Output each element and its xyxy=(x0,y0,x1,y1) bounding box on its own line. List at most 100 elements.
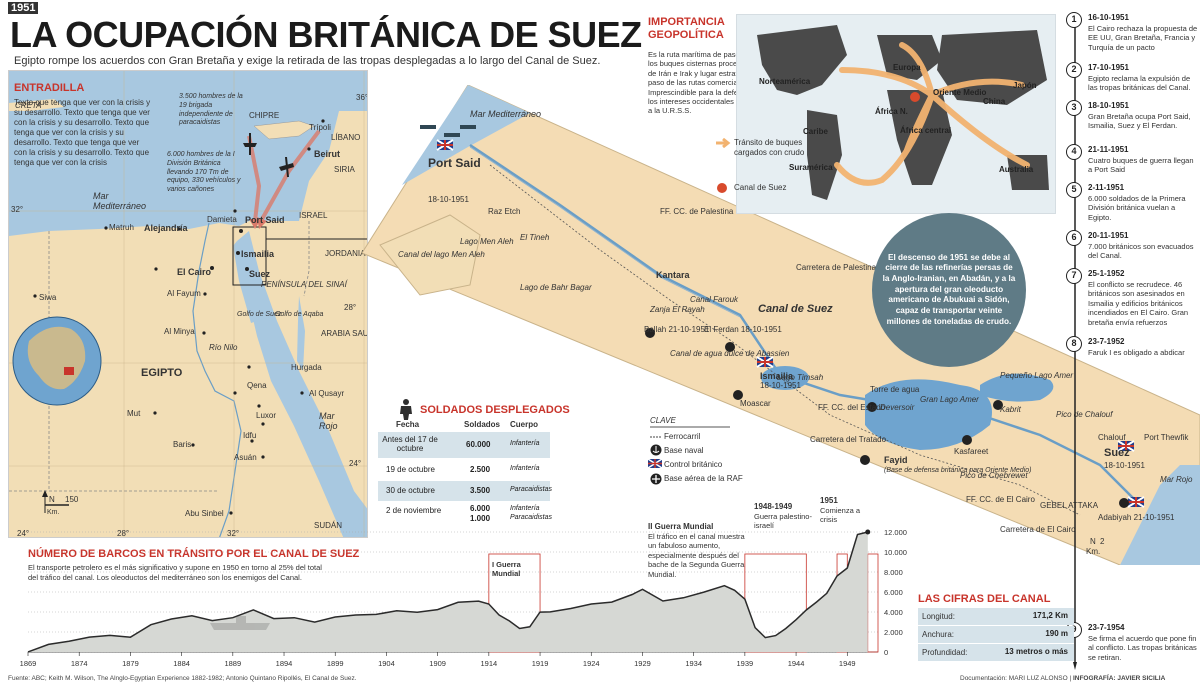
chart-x-tick-label: 1934 xyxy=(685,659,702,668)
page-title: LA OCUPACIÓN BRITÁNICA DE SUEZ xyxy=(10,14,642,55)
canal-label-suez-date: 18-10-1951 xyxy=(1104,461,1145,470)
chart-x-tick-label: 1924 xyxy=(583,659,600,668)
importancia-body: Es la ruta marítima de paso para los buq… xyxy=(648,50,766,116)
label-idfu: Idfu xyxy=(243,431,257,440)
canal-label-kantara: Kantara xyxy=(656,270,690,280)
canal-label-port-thewfik: Port Thewfik xyxy=(1144,433,1189,442)
canal-label-moascar: Moascar xyxy=(740,399,771,408)
clave-heading: CLAVE xyxy=(650,416,676,425)
canal-label-kasfareet: Kasfareet xyxy=(954,447,989,456)
timeline-number: 5 xyxy=(1066,182,1082,198)
annotation-ww2-text: El tráfico en el canal muestra un fabulo… xyxy=(648,532,745,579)
region-europa: Europa xyxy=(893,63,921,72)
soldiers-heading: SOLDADOS DESPLEGADOS xyxy=(420,404,570,416)
egypt-map-graphic xyxy=(9,71,367,537)
label-tripoli: Trípoli xyxy=(309,123,331,132)
credit-infografia: INFOGRAFÍA: JAVIER SICILIA xyxy=(1072,675,1166,682)
entradilla-heading: ENTRADILLA xyxy=(14,82,85,94)
clave-item: Control británico xyxy=(664,460,723,469)
label-abu-sinbel: Abu Sinbel xyxy=(185,509,224,518)
page-subtitle: Egipto rompe los acuerdos con Gran Breta… xyxy=(14,55,601,67)
canal-label-lago-bahr: Lago de Bahr Bagar xyxy=(520,283,592,292)
timeline-number: 8 xyxy=(1066,336,1082,352)
soldiers-th-soldados: Soldados xyxy=(464,420,501,429)
chart-x-tick-label: 1939 xyxy=(737,659,754,668)
chart-description: El transporte petrolero es el más signif… xyxy=(28,563,322,582)
timeline-date: 18-10-1951 xyxy=(1088,101,1129,110)
annotation-1951: 1951 Comienza a crisis xyxy=(820,496,870,525)
label-arabia-saudita: ARABIA SAUDITA xyxy=(321,329,368,338)
clave-item: Base aérea de la RAF xyxy=(664,474,743,483)
canal-scale-value: 2 xyxy=(1100,537,1105,546)
soldier-icon xyxy=(400,399,412,420)
label-lon-32: 32° xyxy=(227,529,240,538)
region-oriente: Oriente Medio xyxy=(933,88,987,97)
timeline-text: 7.000 británicos son evacuados del Canal… xyxy=(1088,242,1194,261)
cifras-row: Longitud: 171,2 Km xyxy=(918,608,1074,625)
timeline-date: 16-10-1951 xyxy=(1088,13,1129,22)
canal-label-fayid-note: (Base de defensa británica para Oriente … xyxy=(884,467,1031,474)
railway-icon xyxy=(650,436,662,438)
timeline-number: 3 xyxy=(1066,100,1082,116)
author-credit: Documentación: MARI LUZ ALONSO | INFOGRA… xyxy=(960,675,1165,682)
label-rio-nilo: Río Nilo xyxy=(209,343,238,352)
soldiers-cuerpo: Infantería Paracaidistas xyxy=(510,505,553,522)
cifras-row: Profundidad: 13 metros o más xyxy=(918,644,1074,661)
timeline: 1 16-10-1951 El Cairo rechaza la propues… xyxy=(1062,0,1200,684)
label-al-fayum: Al Fayum xyxy=(167,289,201,298)
label-hurgada: Hurgada xyxy=(291,363,322,372)
chart-area-fill xyxy=(28,532,868,652)
timeline-date: 20-11-1951 xyxy=(1088,231,1129,240)
label-golfo-suez: Golfo de Suez xyxy=(237,311,282,318)
label-alejandria: Alejandría xyxy=(144,223,188,233)
canal-label-canal-farouk: Canal Farouk xyxy=(690,295,739,304)
chart-x-tick-label: 1889 xyxy=(224,659,241,668)
timeline-text: 6.000 soldados de la Primera División br… xyxy=(1088,194,1186,222)
soldiers-row: Antes del 17 de octubre 60.000 Infanterí… xyxy=(378,432,550,458)
cifras-value: 190 m xyxy=(1045,629,1068,638)
chart-y-tick-label: 10.000 xyxy=(884,548,907,557)
canal-label-gebel: GEBEL ATTAKA xyxy=(1040,501,1099,510)
timeline-date: 17-10-1951 xyxy=(1088,63,1129,72)
chart-x-tick-label: 1884 xyxy=(173,659,190,668)
region-australia: Australia xyxy=(999,165,1034,174)
chart-series-line xyxy=(27,531,868,653)
canal-label-ffcc-cairo: FF. CC. de El Cairo xyxy=(966,495,1035,504)
british-flag-ismailia xyxy=(756,356,774,368)
canal-label-gran-lago: Gran Lago Amer xyxy=(920,395,979,404)
canal-label-chalouf: Chalouf xyxy=(1098,433,1126,442)
chart-x-tick-label: 1949 xyxy=(839,659,856,668)
canal-label-lago-timsah: Lago Timsah xyxy=(777,373,824,382)
canal-label-torre: Torre de agua xyxy=(870,385,920,394)
chart-y-tick-label: 4.000 xyxy=(884,608,903,617)
ships-transit-chart: 1869 1874 1879 1884 1889 1894 1899 1904 1909 1914… xyxy=(20,528,907,668)
label-mar-mediterraneo: Mar Mediterráneo xyxy=(93,191,147,211)
label-lon-28: 28° xyxy=(117,529,130,538)
soldiers-fecha: 2 de noviembre xyxy=(386,506,442,515)
canal-label-canal-agua: Canal de agua dulce de Abassien xyxy=(670,349,789,358)
label-matruh: Matruh xyxy=(109,223,134,232)
canal-label-suez: Suez xyxy=(1104,447,1130,459)
canal-label-deversoir: Deversoir xyxy=(880,403,915,412)
cifras-key: Longitud: xyxy=(922,612,955,621)
credit-doc: Documentación: MARI LUZ ALONSO | xyxy=(960,675,1073,682)
soldiers-cuerpo: Infantería xyxy=(510,440,540,447)
egypt-region-map: CRETA CHIPRE Trípoli LÍBANO Beirut SIRIA… xyxy=(8,70,368,538)
chart-x-tick-label: 1914 xyxy=(480,659,497,668)
canal-label-ffcc-palestina: FF. CC. de Palestina xyxy=(660,207,734,216)
canal-label-ffcc-estado: FF. CC. del Estado xyxy=(818,403,886,412)
timeline-number: 7 xyxy=(1066,268,1082,284)
label-lat-24: 24° xyxy=(349,459,362,468)
soldiers-count: 60.000 xyxy=(466,440,491,449)
label-creta: CRETA xyxy=(15,101,42,110)
canal-label-kabrit: Kabrit xyxy=(1000,405,1021,414)
annotation-1951-text: Comienza a crisis xyxy=(820,506,861,525)
soldiers-cuerpo: Infantería xyxy=(510,465,540,472)
label-ismailia: Ismailia xyxy=(241,249,275,259)
label-al-qusayr: Al Qusayr xyxy=(309,389,345,398)
label-jordania: JORDANIA xyxy=(325,249,366,258)
label-sudan: SUDÁN xyxy=(314,521,343,530)
anchor-icon xyxy=(650,444,662,456)
canal-label-mar-med: Mar Mediterráneo xyxy=(470,109,542,119)
soldiers-count: 2.500 xyxy=(470,465,491,474)
